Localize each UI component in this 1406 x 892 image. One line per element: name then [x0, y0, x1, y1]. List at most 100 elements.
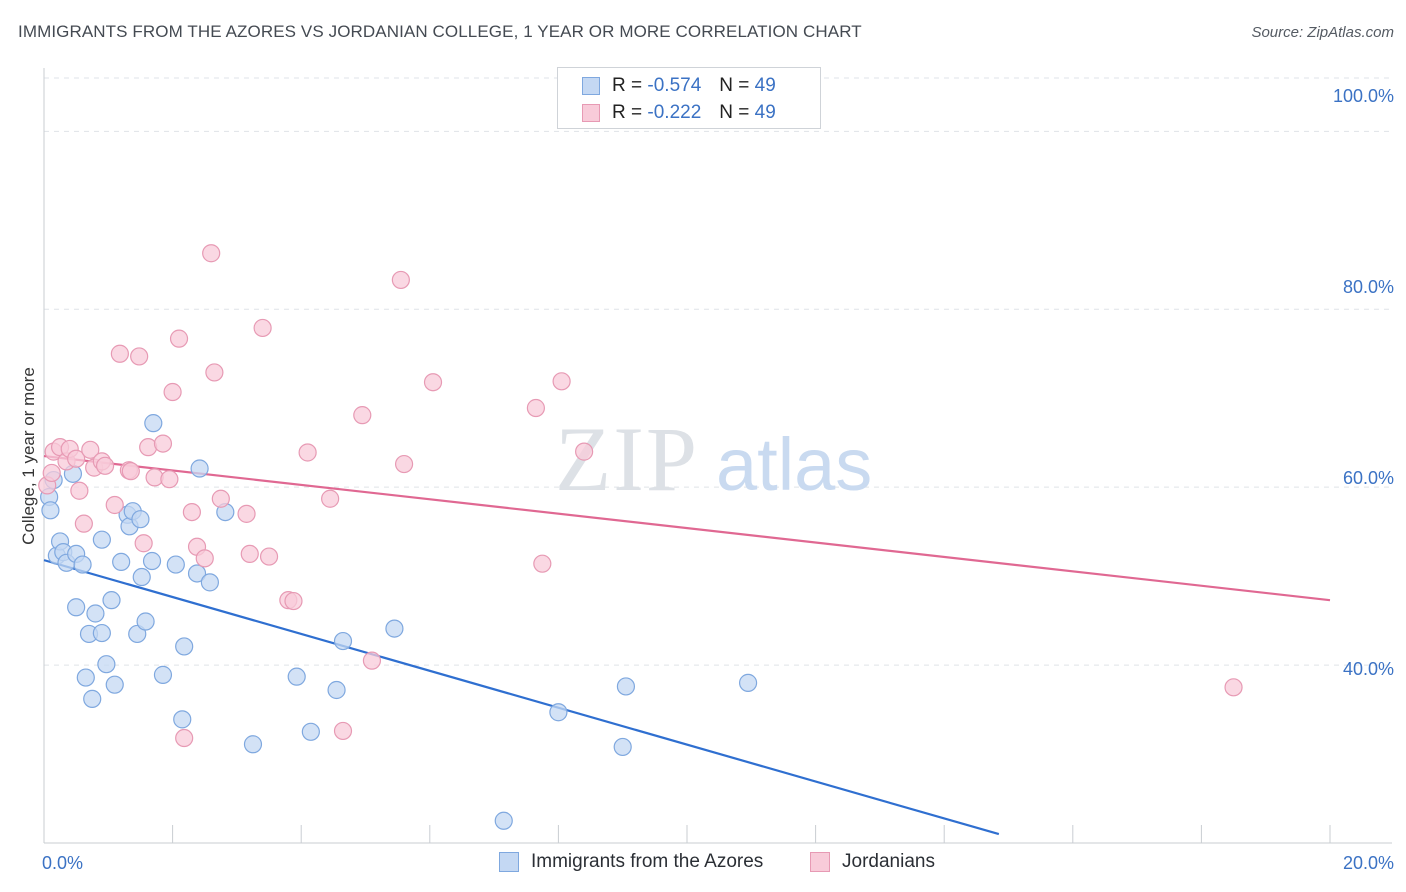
data-point-jordanians [259, 547, 279, 566]
data-point-jordanians [163, 382, 182, 402]
data-point-jordanians [253, 318, 272, 338]
data-point-azores [73, 555, 92, 574]
watermark-atlas: atlas [716, 423, 872, 506]
trend-lines [43, 454, 1331, 836]
data-point-azores [131, 510, 150, 529]
bottom-legend-label-jordanians: Jordanians [842, 851, 935, 872]
data-point-jordanians [121, 462, 140, 481]
legend-n-value: 49 [754, 102, 776, 123]
data-point-azores [190, 459, 209, 478]
data-point-azores [128, 624, 147, 644]
y-tick-label-80: 80.0% [1342, 277, 1394, 297]
data-point-azores [385, 619, 404, 638]
data-point-jordanians [552, 372, 571, 391]
data-point-jordanians [130, 347, 149, 366]
data-point-jordanians [533, 554, 552, 573]
data-point-jordanians [139, 438, 158, 457]
data-point-jordanians [81, 440, 100, 459]
data-point-jordanians [74, 514, 93, 533]
data-point-jordanians [333, 721, 353, 741]
data-point-azores [153, 665, 173, 684]
data-point-jordanians [182, 502, 201, 522]
data-point-jordanians [105, 495, 124, 515]
legend-r-label: R = [612, 75, 643, 96]
data-point-azores [494, 811, 513, 830]
data-point-azores [175, 637, 194, 656]
data-point-azores [105, 675, 124, 694]
bottom-legend-label-azores: Immigrants from the Azores [531, 851, 764, 872]
legend-n-value: 49 [754, 75, 776, 96]
source-credit: Source: ZipAtlas.com [1251, 24, 1394, 41]
bottom-legend-swatch-blue [499, 852, 519, 872]
legend-n-label: N = [719, 102, 750, 123]
data-point-jordanians [237, 504, 256, 523]
data-point-azores [738, 673, 758, 692]
data-point-jordanians [70, 481, 89, 500]
watermark-zip: ZIP [555, 408, 699, 510]
data-point-jordanians [362, 651, 382, 670]
data-point-azores [83, 689, 102, 708]
trend-line-azores [43, 559, 1000, 836]
data-point-azores [287, 667, 306, 686]
data-point-jordanians [298, 443, 317, 462]
bottom-legend-swatch-pink [810, 852, 830, 872]
bottom-legend-azores: Immigrants from the Azores [499, 851, 763, 873]
data-point-azores [136, 612, 155, 631]
data-points [38, 244, 1243, 830]
data-point-azores [187, 564, 207, 583]
data-point-azores [616, 677, 636, 696]
chart-title: IMMIGRANTS FROM THE AZORES VS JORDANIAN … [18, 22, 862, 41]
data-point-azores [173, 710, 192, 729]
data-point-jordanians [169, 329, 189, 348]
data-point-jordanians [95, 456, 115, 475]
data-point-azores [92, 530, 111, 549]
data-point-azores [301, 722, 320, 741]
data-point-jordanians [423, 373, 443, 392]
data-point-jordanians [394, 454, 414, 474]
data-point-azores [327, 680, 346, 700]
data-point-jordanians [240, 544, 259, 564]
data-point-jordanians [202, 244, 221, 263]
y-axis-title: College, 1 year or more [19, 367, 38, 545]
data-point-azores [97, 655, 116, 674]
data-point-jordanians [42, 463, 61, 483]
data-point-azores [67, 598, 86, 617]
data-point-azores [86, 604, 105, 623]
grid-lines [44, 77, 1392, 666]
legend-row-jordanians: R = -0.222 N = 49 [582, 100, 776, 126]
data-point-azores [200, 573, 219, 592]
legend-row-azores: R = -0.574 N = 49 [582, 73, 776, 99]
data-point-azores [549, 703, 568, 722]
axes [43, 68, 1392, 844]
x-tick-label-max: 20.0% [1342, 853, 1394, 873]
data-point-jordanians [353, 406, 372, 425]
data-point-azores [144, 414, 163, 433]
data-point-azores [142, 551, 162, 571]
data-point-azores [76, 668, 95, 687]
legend-swatch-pink [582, 104, 600, 122]
y-tick-label-100: 100.0% [1332, 86, 1394, 106]
data-point-jordanians [526, 398, 545, 418]
data-point-jordanians [175, 728, 194, 748]
data-point-azores [41, 501, 60, 520]
trend-line-jordanians [43, 454, 1331, 602]
data-point-jordanians [1224, 678, 1243, 697]
watermark: ZIP atlas [555, 408, 872, 510]
data-point-jordanians [160, 470, 179, 489]
data-point-jordanians [153, 434, 173, 453]
data-point-jordanians [211, 489, 230, 508]
data-point-azores [613, 737, 632, 757]
data-point-jordanians [195, 549, 214, 568]
data-point-jordanians [110, 344, 129, 363]
legend-swatch-blue [582, 77, 600, 95]
data-point-azores [112, 552, 131, 572]
correlation-legend: R = -0.574 N = 49 R = -0.222 N = 49 [557, 67, 821, 129]
legend-n-label: N = [719, 75, 750, 96]
x-tick-label-min: 0.0% [42, 853, 84, 873]
y-tick-label-60: 60.0% [1342, 468, 1394, 488]
data-point-jordanians [321, 489, 340, 508]
data-point-azores [333, 631, 353, 651]
data-point-jordanians [205, 363, 224, 382]
data-point-jordanians [284, 591, 303, 611]
